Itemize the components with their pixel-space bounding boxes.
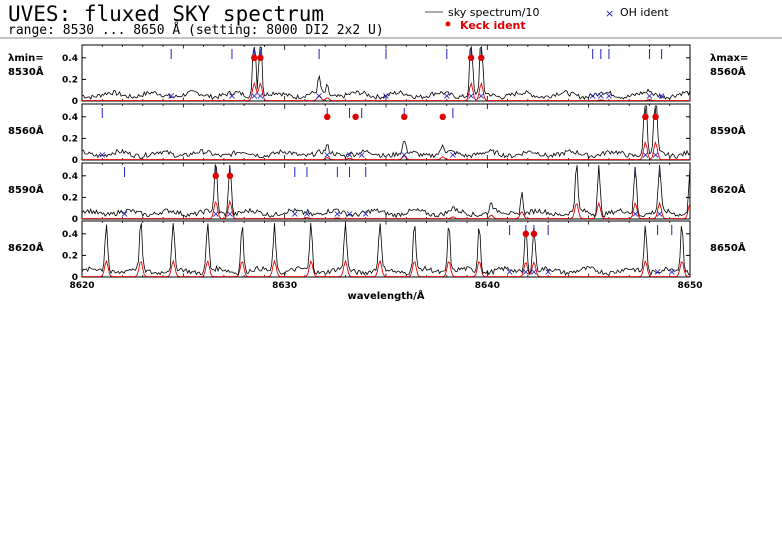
y-tick-label: 0: [72, 273, 78, 283]
oh-ident-marker: ×: [651, 150, 659, 161]
x-tick-label: 8640: [475, 281, 500, 291]
oh-ident-marker: ×: [505, 267, 513, 278]
oh-ident-marker: ×: [641, 150, 649, 161]
oh-ident-marker: ×: [291, 209, 299, 220]
x-axis-label: wavelength/Å: [347, 289, 424, 302]
keck-ident-marker: [652, 113, 659, 121]
oh-ident-marker: ×: [597, 91, 605, 102]
panel-lambda-min: 8530Å: [8, 65, 44, 78]
x-tick-label: 8620: [69, 281, 94, 291]
oh-ident-marker: ×: [228, 91, 236, 102]
panel-lambda-max: 8560Å: [710, 65, 746, 78]
keck-ident-marker: [478, 54, 485, 61]
oh-ident-marker: ×: [655, 209, 663, 220]
keck-ident-marker: [522, 230, 530, 237]
oh-ident-marker: ×: [449, 150, 457, 161]
oh-ident-marker: ×: [345, 209, 353, 220]
oh-ident-marker: ×: [120, 209, 128, 220]
oh-ident-marker: ×: [657, 91, 665, 102]
keck-ident-marker: [251, 54, 258, 61]
oh-ident-marker: ×: [605, 91, 613, 102]
legend-keck-marker: [445, 21, 451, 27]
y-tick-label: 0.4: [62, 54, 78, 64]
oh-ident-marker: ×: [167, 91, 175, 102]
sky-spectrum-line: [81, 105, 691, 159]
y-tick-label: 0: [72, 156, 78, 166]
panel-lambda-max: 8590Å: [710, 124, 746, 137]
oh-ident-marker: ×: [668, 267, 676, 278]
keck-ident-marker: [212, 172, 219, 179]
keck-ident-marker: [439, 113, 446, 121]
keck-ident-marker: [324, 113, 331, 121]
chart-title: UVES: fluxed SKY spectrum: [8, 2, 324, 26]
oh-ident-marker: ×: [333, 209, 341, 220]
keck-ident-marker: [642, 113, 649, 121]
y-tick-label: 0.2: [62, 193, 78, 203]
panel-lambda-min: 8560Å: [8, 124, 44, 137]
model-spectrum-line: [82, 259, 690, 278]
sky-spectrum-line: [81, 163, 691, 219]
chart-subtitle: range: 8530 ... 8650 Å (setting: 8000 DI…: [8, 22, 384, 38]
panel-frame: [81, 103, 691, 161]
y-tick-label: 0.2: [62, 134, 78, 144]
model-spectrum-line: [82, 200, 691, 220]
oh-ident-marker: ×: [323, 150, 331, 161]
oh-ident-marker: ×: [303, 209, 311, 220]
sky-spectrum-line: [81, 222, 691, 277]
panel-lambda-max: 8620Å: [710, 183, 746, 196]
oh-ident-marker: ×: [250, 91, 258, 102]
lambda-min-label: λmin=: [8, 53, 44, 64]
oh-ident-marker: ×: [357, 150, 365, 161]
oh-ident-marker: ×: [530, 267, 538, 278]
keck-ident-marker: [226, 172, 234, 179]
oh-ident-marker: ×: [400, 150, 408, 161]
oh-ident-marker: ×: [631, 209, 639, 220]
keck-ident-marker: [257, 54, 264, 61]
oh-ident-marker: ×: [382, 91, 390, 102]
model-spectrum-line: [82, 141, 690, 161]
y-tick-label: 0: [72, 215, 78, 225]
oh-ident-marker: ×: [467, 91, 475, 102]
oh-ident-marker: ×: [645, 91, 653, 102]
oh-ident-marker: ×: [522, 267, 530, 278]
oh-ident-marker: ×: [362, 209, 370, 220]
model-spectrum-line: [82, 81, 690, 102]
keck-ident-marker: [352, 113, 359, 121]
oh-ident-marker: ×: [589, 91, 597, 102]
oh-ident-marker: ×: [256, 91, 264, 102]
legend-sky-label: sky spectrum/10: [448, 6, 539, 19]
keck-ident-marker: [467, 54, 475, 61]
legend-oh-label: OH ident: [620, 6, 669, 19]
panel-frame: [81, 220, 691, 278]
y-tick-label: 0.4: [62, 113, 78, 123]
sky-spectrum-line: [81, 45, 691, 101]
keck-ident-marker: [401, 113, 408, 121]
oh-ident-marker: ×: [443, 91, 451, 102]
oh-ident-marker: ×: [98, 150, 106, 161]
panel-lambda-max: 8650Å: [710, 241, 746, 254]
y-tick-label: 0.2: [62, 251, 78, 261]
y-tick-label: 0: [72, 97, 78, 107]
panel-lambda-min: 8620Å: [8, 241, 44, 254]
keck-ident-marker: [530, 230, 538, 237]
x-tick-label: 8650: [677, 281, 702, 291]
oh-ident-marker: ×: [477, 91, 485, 102]
y-tick-label: 0.4: [62, 230, 78, 240]
oh-ident-marker: ×: [226, 209, 234, 220]
oh-ident-marker: ×: [653, 267, 661, 278]
oh-ident-marker: ×: [315, 91, 323, 102]
oh-ident-marker: ×: [212, 209, 220, 220]
lambda-max-label: λmax=: [710, 53, 748, 64]
oh-ident-marker: ×: [544, 267, 552, 278]
x-tick-label: 8630: [272, 281, 297, 291]
legend-keck-label: Keck ident: [460, 19, 526, 32]
y-tick-label: 0.4: [62, 172, 78, 182]
panel-lambda-min: 8590Å: [8, 183, 44, 196]
oh-ident-marker: ×: [345, 150, 353, 161]
legend-oh-marker: ×: [605, 7, 614, 20]
y-tick-label: 0.2: [62, 75, 78, 85]
